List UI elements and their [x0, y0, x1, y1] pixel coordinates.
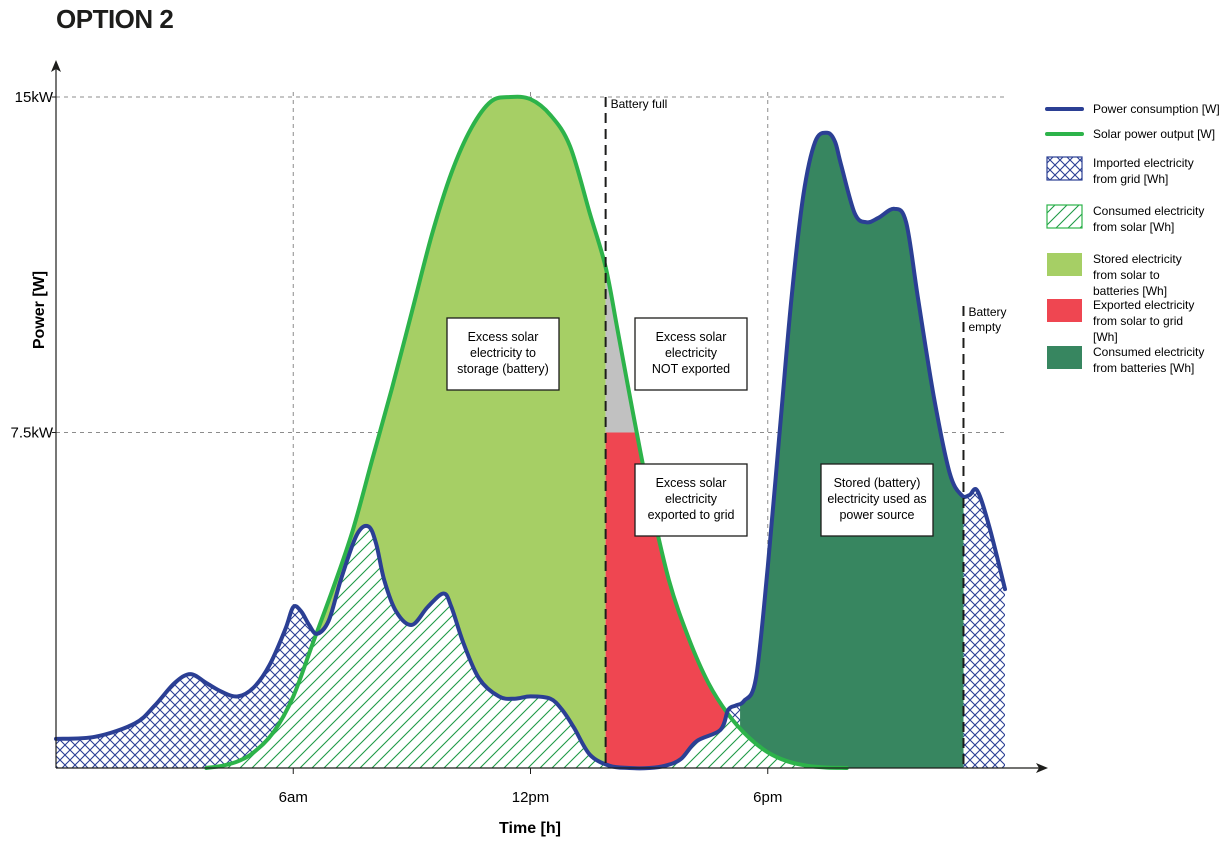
chart-axes: 6am 12pm 6pm 7.5kW 15kW Time [h] Power [W] — [10, 60, 1048, 837]
annotation-line: power source — [839, 508, 914, 522]
annotation-line: electricity — [665, 346, 718, 360]
chart-areas — [56, 96, 1005, 769]
area-stored-to-batteries — [206, 96, 606, 768]
legend-label-line: [Wh] — [1093, 330, 1118, 344]
legend-label-line: Stored electricity — [1093, 252, 1182, 266]
legend-swatch-area — [1047, 346, 1082, 369]
annotation-box — [634, 463, 748, 537]
annotation-line: Stored (battery) — [834, 476, 921, 490]
x-tick-label: 6pm — [753, 789, 782, 806]
chart-annotations: Excess solar electricity to storage (batte… — [446, 317, 934, 537]
annotation-line: Excess solar — [656, 476, 727, 490]
legend-label-line: from grid [Wh] — [1093, 172, 1168, 186]
legend-label: Power consumption [W] — [1093, 102, 1220, 116]
y-axis-arrow-icon — [51, 60, 61, 72]
y-axis-title: Power [W] — [31, 271, 48, 349]
legend-label-line: Consumed electricity — [1093, 204, 1204, 218]
x-axis-arrow-icon — [1036, 763, 1048, 773]
area-consumed-from-batteries — [740, 132, 964, 768]
y-tick-label: 15kW — [15, 89, 54, 106]
chart-series-lines — [54, 94, 1007, 771]
legend-label: Consumed electricity from batteries [Wh] — [1093, 345, 1204, 375]
marker-battery-empty-line-text: empty — [968, 320, 1001, 334]
legend-label-line: Solar power output [W] — [1093, 127, 1215, 141]
annotation-storage: Excess solar electricity to storage (batte… — [446, 317, 560, 391]
annotation-text: Excess solar electricity to storage (batte… — [457, 330, 549, 376]
chart-markers: Battery full Battery empty — [604, 97, 1006, 768]
series-line-solar-output — [204, 94, 849, 770]
legend-label: Solar power output [W] — [1093, 127, 1215, 141]
marker-battery-empty-line-text: Battery — [968, 305, 1006, 319]
annotation-text: Stored (battery) electricity used as power… — [827, 476, 926, 522]
annotation-box — [446, 317, 560, 391]
marker-battery-empty-label: Battery empty — [968, 305, 1006, 334]
legend-label: Exported electricity from solar to grid [W… — [1093, 298, 1194, 344]
legend-label-line: from solar to grid — [1093, 314, 1183, 328]
marker-battery-full-label: Battery full — [611, 97, 668, 111]
page-title: OPTION 2 — [56, 4, 174, 34]
x-axis-title: Time [h] — [499, 820, 561, 837]
legend-label: Stored electricity from solar to batteries… — [1093, 252, 1182, 298]
legend-label-line: batteries [Wh] — [1093, 284, 1167, 298]
annotation-box — [820, 463, 934, 537]
legend-swatch-area — [1046, 204, 1083, 229]
legend-swatch-area — [1046, 156, 1083, 181]
annotation-line: Excess solar — [468, 330, 539, 344]
annotation-line: Excess solar — [656, 330, 727, 344]
x-tick-label: 12pm — [512, 789, 550, 806]
annotation-line: NOT exported — [652, 362, 730, 376]
legend-label-line: Power consumption [W] — [1093, 102, 1220, 116]
legend-label-line: Consumed electricity — [1093, 345, 1204, 359]
legend-label-line: from batteries [Wh] — [1093, 361, 1194, 375]
annotation-box — [634, 317, 748, 391]
y-tick-label: 7.5kW — [10, 425, 53, 442]
annotation-line: electricity — [665, 492, 718, 506]
legend-swatch-area — [1047, 299, 1082, 322]
annotation-text: Excess solar electricity exported to grid — [648, 476, 735, 522]
annotation-text: Excess solar electricity NOT exported — [652, 330, 730, 376]
annotation-line: electricity to — [470, 346, 536, 360]
series-line-power-consumption — [54, 130, 1007, 771]
annotation-not-exported: Excess solar electricity NOT exported — [634, 317, 748, 391]
area-consumed-from-batteries-group — [740, 132, 964, 768]
annotation-exported: Excess solar electricity exported to grid — [634, 463, 748, 537]
annotation-battery-used: Stored (battery) electricity used as power… — [820, 463, 934, 537]
legend-label-line: from solar to — [1093, 268, 1160, 282]
annotation-line: exported to grid — [648, 508, 735, 522]
legend-label: Consumed electricity from solar [Wh] — [1093, 204, 1204, 234]
legend-label-line: Exported electricity — [1093, 298, 1194, 312]
chart-legend: Power consumption [W] Solar power output … — [1045, 102, 1220, 375]
legend-label-line: Imported electricity — [1093, 156, 1194, 170]
legend-swatch-area — [1047, 253, 1082, 276]
legend-label-line: from solar [Wh] — [1093, 220, 1174, 234]
legend-label: Imported electricity from grid [Wh] — [1093, 156, 1194, 186]
x-tick-label: 6am — [279, 789, 308, 806]
annotation-line: electricity used as — [827, 492, 926, 506]
annotation-line: storage (battery) — [457, 362, 549, 376]
